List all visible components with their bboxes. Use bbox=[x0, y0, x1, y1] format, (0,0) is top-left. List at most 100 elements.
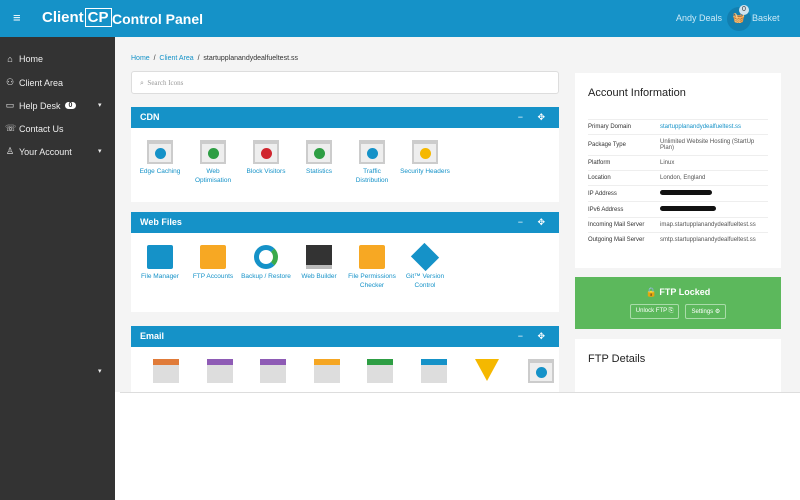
panel-controls[interactable]: − ✥ bbox=[517, 331, 551, 341]
tile[interactable]: Security Headers bbox=[400, 140, 450, 176]
account-information-card: Account Information Primary Domain startu… bbox=[575, 73, 781, 268]
tile[interactable]: File Manager bbox=[135, 245, 185, 281]
sidebar-item-label: Help Desk bbox=[19, 100, 61, 111]
contact-us-icon: ☏ bbox=[5, 123, 17, 133]
tile-label: File Permissions Checker bbox=[348, 273, 396, 289]
tile[interactable]: Block Visitors bbox=[241, 140, 291, 176]
panel-controls[interactable]: − ✥ bbox=[517, 217, 551, 227]
account-value: imap.startupplanandydealfueltest.ss bbox=[660, 222, 756, 228]
tile[interactable]: Web Builder bbox=[294, 245, 344, 281]
monitor-icon bbox=[306, 245, 332, 269]
account-key: Primary Domain bbox=[588, 119, 660, 135]
top-bar: ≡ Client CP Control Panel Andy Deals 🧺 0 B… bbox=[0, 0, 800, 37]
tile[interactable]: Backup / Restore bbox=[241, 245, 291, 281]
ftp-status: 🔒 FTP Locked bbox=[645, 287, 711, 297]
tile-icon bbox=[527, 359, 554, 383]
panel-email: Email − ✥ bbox=[131, 326, 559, 392]
breadcrumb-current: startupplanandydealfueltest.ss bbox=[203, 55, 298, 62]
tile-icon bbox=[306, 140, 332, 164]
tile[interactable]: FTP Accounts bbox=[188, 245, 238, 281]
panel-cdn: CDN − ✥ Edge Caching Web Optimisation Block … bbox=[131, 107, 559, 202]
search-input[interactable]: ⌕ Search Icons bbox=[131, 71, 559, 94]
tile[interactable] bbox=[302, 359, 352, 386]
sidebar-item-contact-us[interactable]: ☏ Contact Us bbox=[5, 123, 64, 134]
breadcrumb-sep: / bbox=[197, 55, 200, 62]
logo[interactable]: Client CP bbox=[42, 8, 112, 27]
sidebar-item-home[interactable]: ⌂ Home bbox=[5, 54, 43, 64]
tile[interactable] bbox=[355, 359, 405, 386]
account-key: Location bbox=[588, 170, 660, 186]
sidebar-item-your-account[interactable]: ♙ Your Account bbox=[5, 146, 72, 157]
basket-label[interactable]: Basket bbox=[752, 13, 780, 23]
tile[interactable]: File Permissions Checker bbox=[347, 245, 397, 290]
account-row: Location London, England bbox=[588, 170, 768, 186]
client-area-icon: ⚇ bbox=[5, 77, 15, 87]
breadcrumb-home[interactable]: Home bbox=[131, 55, 150, 62]
tile[interactable]: Web Optimisation bbox=[188, 140, 238, 185]
account-key: Package Type bbox=[588, 134, 660, 156]
account-value-cell: startupplanandydealfueltest.ss bbox=[660, 119, 768, 135]
panel-web-files: Web Files − ✥ File Manager FTP Accounts Back… bbox=[131, 212, 559, 312]
basket-button[interactable]: 🧺 0 bbox=[727, 5, 751, 31]
breadcrumb-sep: / bbox=[153, 55, 156, 62]
basket-icon: 🧺 bbox=[732, 13, 746, 24]
account-value-cell bbox=[660, 185, 768, 202]
sidebar-item-client-area[interactable]: ⚇ Client Area bbox=[5, 77, 63, 88]
folder-icon bbox=[147, 245, 173, 269]
folder-icon bbox=[200, 245, 226, 269]
account-value: Linux bbox=[660, 160, 675, 166]
account-row: Incoming Mail Server imap.startupplanandy… bbox=[588, 217, 768, 233]
panel-title: Email bbox=[140, 331, 165, 341]
tile[interactable] bbox=[516, 359, 566, 386]
your-account-icon: ♙ bbox=[5, 146, 15, 156]
sidebar-item-label: Contact Us bbox=[19, 123, 64, 134]
panel-header: Email − ✥ bbox=[131, 326, 559, 347]
tile[interactable] bbox=[462, 359, 512, 384]
tile[interactable]: Edge Caching bbox=[135, 140, 185, 176]
tile-label: Web Builder bbox=[301, 273, 337, 280]
basket-count: 0 bbox=[739, 5, 749, 15]
ftp-details-title: FTP Details bbox=[588, 353, 646, 365]
tile-icon bbox=[359, 140, 385, 164]
sidebar-item-label: Home bbox=[19, 54, 44, 64]
chevron-down-icon[interactable]: ▾ bbox=[98, 368, 102, 375]
tile[interactable]: Statistics bbox=[294, 140, 344, 176]
logo-box: CP bbox=[84, 8, 112, 27]
account-key: Outgoing Mail Server bbox=[588, 232, 660, 247]
unlock-ftp-button[interactable]: Unlock FTP ⎘ bbox=[629, 304, 680, 319]
sidebar-item-help-desk[interactable]: ▭ Help Desk 0 bbox=[5, 100, 77, 111]
hamburger-icon[interactable]: ≡ bbox=[13, 10, 21, 25]
tile-icon bbox=[253, 140, 279, 164]
envelope-icon bbox=[153, 359, 179, 383]
envelope-icon bbox=[367, 359, 393, 383]
panel-title: CDN bbox=[140, 112, 160, 122]
lower-area bbox=[120, 392, 800, 500]
account-key: IP Address bbox=[588, 185, 660, 202]
primary-domain-link[interactable]: startupplanandydealfueltest.ss bbox=[660, 124, 742, 130]
tile-icon bbox=[200, 140, 226, 164]
git-icon bbox=[410, 242, 440, 272]
tile[interactable]: Git™ Version Control bbox=[400, 242, 450, 290]
sync-icon bbox=[254, 245, 278, 269]
user-name[interactable]: Andy Deals bbox=[676, 13, 723, 23]
envelope-icon bbox=[313, 359, 340, 383]
logo-text: Client bbox=[42, 9, 84, 26]
tile[interactable] bbox=[409, 359, 459, 386]
breadcrumb: Home / Client Area / startupplanandydeal… bbox=[131, 55, 298, 62]
envelope-icon bbox=[260, 359, 286, 383]
chevron-down-icon[interactable]: ▾ bbox=[98, 148, 102, 155]
breadcrumb-client-area[interactable]: Client Area bbox=[159, 55, 194, 62]
folder-icon bbox=[359, 245, 385, 269]
tile[interactable] bbox=[141, 359, 191, 386]
tile[interactable] bbox=[195, 359, 245, 386]
panel-controls[interactable]: − ✥ bbox=[517, 112, 551, 122]
account-value-cell: Linux bbox=[660, 155, 768, 171]
tile[interactable] bbox=[248, 359, 298, 386]
chevron-down-icon[interactable]: ▾ bbox=[98, 102, 102, 109]
help-desk-icon: ▭ bbox=[5, 100, 15, 110]
tile-label: Git™ Version Control bbox=[405, 273, 445, 289]
tile[interactable]: Traffic Distribution bbox=[347, 140, 397, 185]
search-icon: ⌕ bbox=[140, 79, 144, 87]
search-placeholder: Search Icons bbox=[147, 79, 184, 87]
ftp-settings-button[interactable]: Settings ⚙ bbox=[685, 304, 727, 319]
